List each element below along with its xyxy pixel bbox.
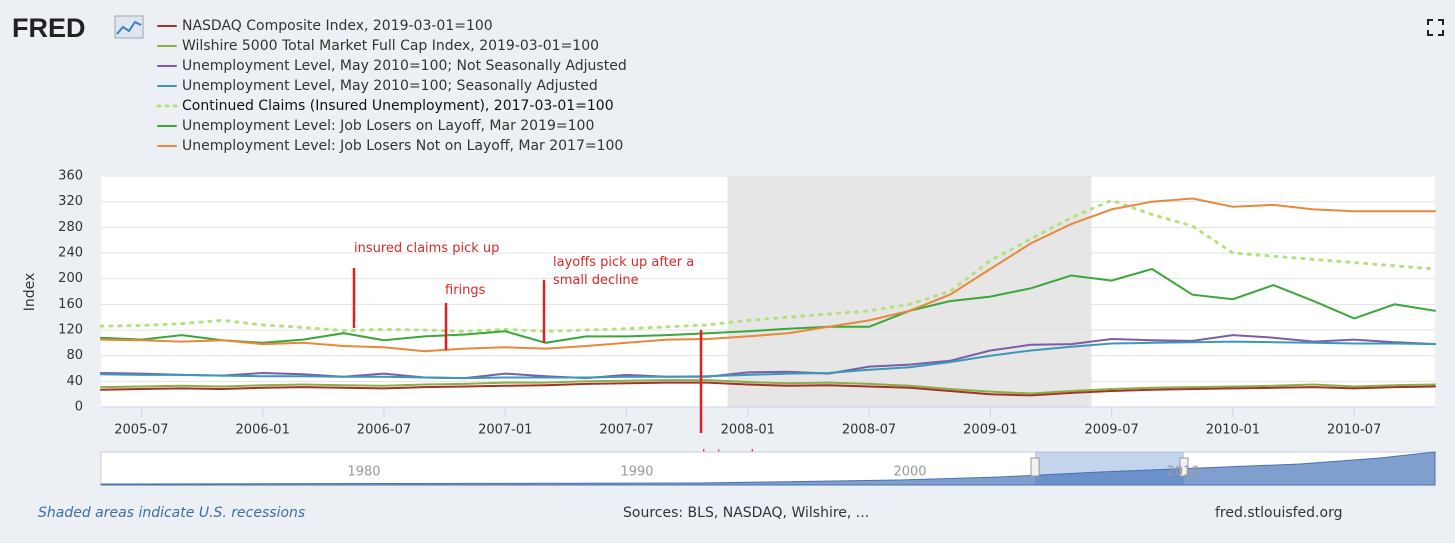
x-tick-label: 2008-01 — [721, 423, 775, 438]
recession-note[interactable]: Shaded areas indicate U.S. recessions — [38, 505, 305, 521]
legend-label: Unemployment Level: Job Losers Not on La… — [182, 138, 623, 154]
y-tick-label: 0 — [75, 400, 83, 415]
legend-label: Unemployment Level: Job Losers on Layoff… — [182, 118, 594, 134]
y-tick-label: 80 — [66, 348, 83, 363]
navigator-series — [100, 451, 1436, 486]
y-tick-label: 120 — [58, 323, 83, 338]
series-line — [100, 340, 1436, 380]
x-tick-label: 2005-07 — [114, 423, 168, 438]
y-tick-label: 160 — [58, 297, 83, 312]
y-tick-label: 360 — [58, 169, 83, 184]
annotation-text: insured claims pick up — [354, 241, 500, 256]
y-tick-label: 240 — [58, 246, 83, 261]
series-line — [100, 197, 1436, 353]
series-line — [99, 198, 1437, 333]
navigator-handle[interactable] — [1179, 457, 1189, 477]
y-tick-label: 40 — [66, 374, 83, 389]
series-line — [100, 267, 1436, 344]
y-tick-label: 320 — [58, 194, 83, 209]
series-line — [100, 381, 1436, 397]
navigator-label: 1990 — [620, 465, 653, 480]
y-tick-label: 200 — [58, 271, 83, 286]
x-tick-label: 2006-01 — [236, 423, 290, 438]
navigator-selection[interactable] — [1035, 452, 1184, 485]
annotation: firings — [445, 283, 486, 298]
legend-label: Unemployment Level, May 2010=100; Season… — [182, 78, 598, 94]
plot-layer — [99, 175, 1437, 417]
series-line — [100, 379, 1436, 395]
x-tick-label: 2008-07 — [842, 423, 896, 438]
legend-label: Continued Claims (Insured Unemployment),… — [182, 98, 614, 114]
navigator-label: 2010 — [1166, 465, 1199, 480]
fullscreen-icon[interactable] — [1427, 19, 1444, 36]
navigator-handle[interactable] — [1030, 457, 1040, 477]
legend-label: Wilshire 5000 Total Market Full Cap Inde… — [182, 38, 599, 54]
navigator-label: 1980 — [347, 465, 380, 480]
x-tick-label: 2009-01 — [963, 423, 1017, 438]
navigator-label: 2000 — [893, 465, 926, 480]
x-tick-label: 2009-07 — [1084, 423, 1138, 438]
site[interactable]: fred.stlouisfed.org — [1215, 505, 1342, 521]
x-tick-label: 2007-01 — [478, 423, 532, 438]
legend-label: Unemployment Level, May 2010=100; Not Se… — [182, 58, 627, 74]
y-axis-label: Index — [22, 273, 38, 312]
logo-icon — [114, 15, 144, 39]
x-tick-label: 2007-07 — [599, 423, 653, 438]
legend-label: NASDAQ Composite Index, 2019-03-01=100 — [182, 18, 493, 34]
logo: FRED — [12, 13, 86, 43]
x-tick-label: 2006-07 — [357, 423, 411, 438]
annotation: layoffs pick up after a small decline — [553, 255, 695, 288]
y-tick-label: 280 — [58, 220, 83, 235]
annotation-text: firings — [445, 283, 486, 298]
x-tick-label: 2010-07 — [1327, 423, 1381, 438]
sources: Sources: BLS, NASDAQ, Wilshire, ... — [623, 505, 869, 521]
x-tick-label: 2010-01 — [1206, 423, 1260, 438]
annotation-text: layoffs pick up after a small decline — [553, 255, 695, 288]
annotation: insured claims pick up — [354, 241, 500, 256]
recession-band — [727, 176, 1092, 407]
